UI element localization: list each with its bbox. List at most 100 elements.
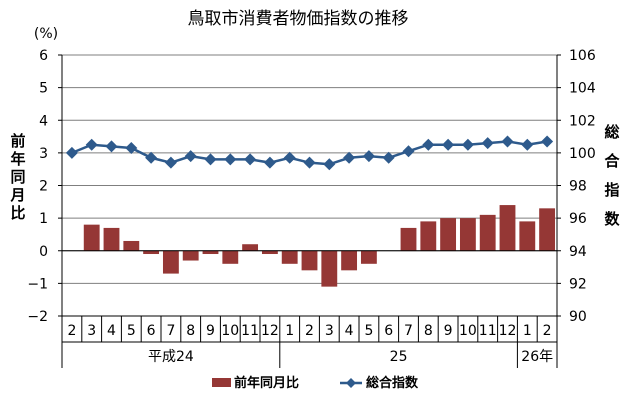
left-tick-label: 4 <box>39 113 48 129</box>
line-point-marker <box>283 151 296 164</box>
line-point-marker <box>224 153 237 166</box>
year-group-label: 25 <box>390 349 408 365</box>
bar <box>83 224 100 251</box>
bar <box>420 221 437 251</box>
right-tick-label: 98 <box>569 179 587 195</box>
bar <box>301 250 318 271</box>
line-point-marker <box>244 153 257 166</box>
bar <box>400 227 417 251</box>
line-point-marker <box>105 140 118 153</box>
right-tick-label: 104 <box>569 81 596 97</box>
right-axis-label-char: 総 <box>604 123 619 141</box>
left-axis-unit: (%) <box>34 26 58 42</box>
line-point-marker <box>204 153 217 166</box>
line-point-marker <box>461 138 474 151</box>
bar <box>261 250 278 255</box>
line-point-marker <box>362 150 375 163</box>
x-category-label: 9 <box>206 323 215 339</box>
right-tick-label: 92 <box>569 276 587 292</box>
bar <box>202 250 219 255</box>
right-tick-label: 96 <box>569 211 587 227</box>
x-category-label: 11 <box>241 323 259 339</box>
line-point-marker <box>323 158 336 171</box>
left-tick-label: 0 <box>39 244 48 260</box>
left-tick-label: 1 <box>39 211 48 227</box>
legend-bar-swatch <box>212 378 231 387</box>
x-category-label: 2 <box>67 323 76 339</box>
right-axis-label-char: 合 <box>603 152 620 170</box>
bar <box>341 250 358 271</box>
line-point-marker <box>402 145 415 158</box>
left-tick-label: −2 <box>27 309 48 325</box>
x-category-label: 1 <box>523 323 532 339</box>
left-axis-label-char: 比 <box>10 204 25 222</box>
legend-line-marker <box>346 378 356 388</box>
x-category-label: 3 <box>87 323 96 339</box>
left-axis-label-char: 前 <box>10 132 25 150</box>
bar <box>360 250 377 264</box>
year-group-label: 平成24 <box>148 349 194 365</box>
line-point-marker <box>382 151 395 164</box>
bar <box>479 214 496 251</box>
x-category-label: 5 <box>127 323 136 339</box>
x-category-label: 12 <box>499 323 517 339</box>
left-tick-label: 6 <box>39 48 48 64</box>
line-point-marker <box>125 141 138 154</box>
line-point-marker <box>541 135 554 148</box>
bar <box>103 227 120 251</box>
right-tick-label: 106 <box>569 48 596 64</box>
legend: 前年同月比 総合指数 <box>212 375 419 391</box>
line-point-marker <box>521 138 534 151</box>
right-axis-label: 総合指数 <box>603 123 620 228</box>
line-point-marker <box>65 146 78 159</box>
line-point-marker <box>343 151 356 164</box>
bar-series <box>83 205 556 287</box>
line-point-marker <box>303 156 316 169</box>
right-tick-label: 90 <box>569 309 587 325</box>
left-axis-ticks: 6 5 4 3 2 1 0 −1 −2 <box>27 48 62 325</box>
legend-line-label: 総合指数 <box>366 375 419 391</box>
left-axis-label: 前年同月比 <box>9 132 25 222</box>
x-category-label: 6 <box>384 323 393 339</box>
left-tick-label: 3 <box>39 146 48 162</box>
chart-title: 鳥取市消費者物価指数の推移 <box>188 9 409 29</box>
left-axis-label-char: 月 <box>9 186 25 204</box>
legend-bar-label: 前年同月比 <box>234 375 299 391</box>
right-tick-label: 94 <box>569 244 587 260</box>
bar <box>459 218 476 251</box>
bar <box>242 244 259 251</box>
bar <box>143 250 160 255</box>
x-category-label: 2 <box>305 323 314 339</box>
x-category-label: 10 <box>221 323 239 339</box>
x-category-label: 6 <box>147 323 156 339</box>
line-point-marker <box>263 156 276 169</box>
right-axis-label-char: 数 <box>604 210 620 228</box>
right-tick-label: 102 <box>569 113 596 129</box>
x-axis-categories: 2 3 4 5 6 7 8 9 10 11 12 1 2 3 4 5 6 7 8 9 10 11 12 1 2 <box>67 323 551 339</box>
line-point-marker <box>422 138 435 151</box>
left-axis-label-char: 同 <box>10 168 25 186</box>
x-category-label: 9 <box>444 323 453 339</box>
bar <box>440 218 457 251</box>
left-axis-label-char: 年 <box>10 150 25 168</box>
bar <box>222 250 239 264</box>
left-tick-label: 5 <box>39 81 48 97</box>
year-groups: 平成24 25 26年 <box>148 349 553 365</box>
bar <box>123 240 140 251</box>
x-category-label: 5 <box>364 323 373 339</box>
line-point-marker <box>481 137 494 150</box>
left-tick-label: −1 <box>27 276 48 292</box>
x-category-label: 2 <box>543 323 552 339</box>
line-point-marker <box>85 138 98 151</box>
left-tick-label: 2 <box>39 179 48 195</box>
line-point-marker <box>164 156 177 169</box>
bar <box>281 250 298 264</box>
right-axis-ticks: 106 104 102 100 98 96 94 92 90 <box>557 48 596 325</box>
right-tick-label: 100 <box>569 146 596 162</box>
line-point-marker <box>442 138 455 151</box>
right-axis-label-char: 指 <box>604 181 619 199</box>
x-category-label: 12 <box>261 323 279 339</box>
bar <box>539 208 556 251</box>
